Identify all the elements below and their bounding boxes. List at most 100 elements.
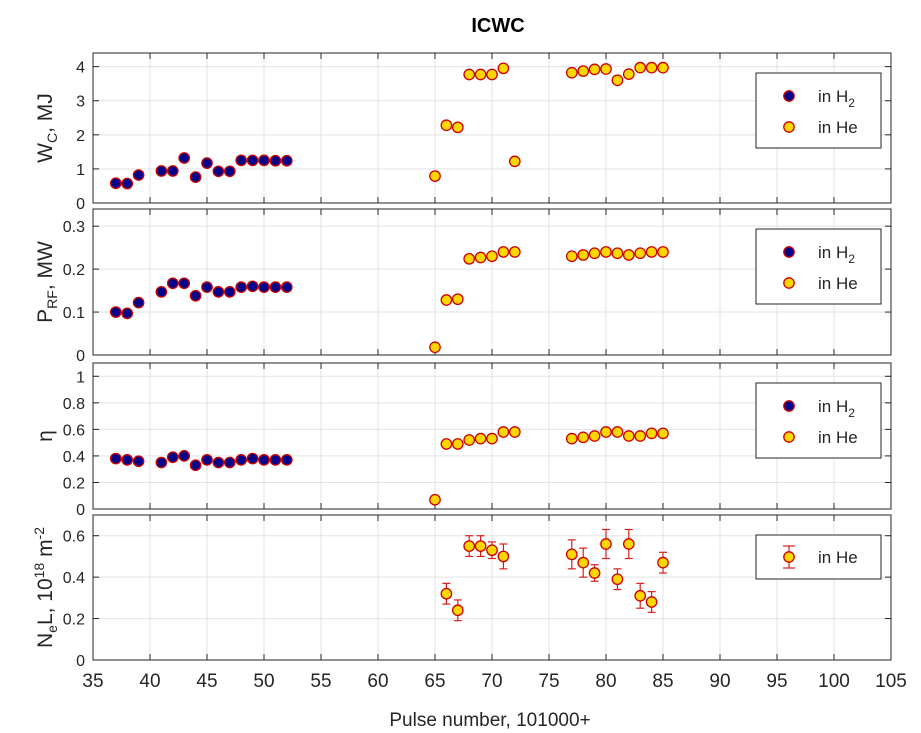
data-point (486, 68, 498, 81)
data-point (622, 430, 635, 442)
data-point (212, 286, 225, 298)
legend-label-part: in He (818, 548, 858, 567)
x-tick-label: 35 (82, 671, 103, 692)
y-axis-label-part: RF (44, 290, 60, 309)
data-point (189, 289, 202, 302)
y-tick-label: 0 (76, 196, 85, 213)
data-point (212, 456, 225, 469)
y-tick-label: 0.4 (63, 449, 85, 466)
y-tick-label: 0 (76, 502, 85, 519)
data-point (189, 171, 202, 183)
data-point (474, 251, 487, 264)
x-tick-label: 65 (424, 671, 445, 692)
data-point (166, 451, 179, 464)
data-point (463, 68, 476, 81)
data-point (223, 165, 236, 178)
data-point (109, 177, 122, 190)
data-point (657, 556, 669, 569)
legend-label-part: in H (818, 397, 848, 416)
data-point (280, 454, 293, 466)
data-point (645, 427, 658, 440)
data-point (109, 306, 122, 318)
y-axis-label: η (34, 430, 57, 442)
data-point (474, 432, 487, 445)
data-point (223, 456, 236, 469)
data-point (497, 426, 510, 438)
data-point (463, 434, 476, 446)
x-tick-label: 95 (766, 671, 787, 692)
data-point (155, 286, 168, 298)
data-point (280, 154, 293, 167)
data-point (440, 294, 453, 306)
data-point (451, 121, 464, 134)
data-point (451, 438, 464, 450)
data-point (269, 454, 282, 466)
y-tick-label: 1 (76, 162, 85, 179)
legend-label-part: 2 (848, 406, 855, 420)
y-tick-label: 0.6 (63, 422, 85, 439)
data-point (155, 165, 168, 177)
y-axis-label: PRF, MW (34, 241, 60, 323)
data-point (258, 454, 270, 466)
x-tick-label: 105 (875, 671, 907, 692)
data-point (246, 452, 259, 465)
x-tick-label: 50 (253, 671, 274, 692)
legend-label-part: in H (818, 243, 848, 262)
data-point (258, 154, 270, 167)
data-point (474, 540, 487, 552)
data-point (600, 426, 612, 438)
data-point (235, 454, 248, 466)
x-tick-label: 45 (196, 671, 217, 692)
data-point (132, 455, 145, 468)
data-point (508, 155, 521, 168)
data-point (657, 61, 669, 74)
data-point (189, 459, 202, 472)
y-axis-label-part: N (34, 633, 57, 648)
panel-4: 0 0.2 0.4 0.6 35 40 45 50 55 60 65 70 75 80 85 90 95 100 1… (31, 514, 907, 692)
data-point (132, 296, 145, 309)
x-tick-label: 100 (818, 671, 850, 692)
data-point (588, 567, 601, 579)
legend-label-part: in He (818, 118, 858, 137)
data-point (622, 538, 635, 550)
y-axis-label-part: 18 (31, 563, 47, 579)
data-point (440, 119, 453, 132)
data-point (508, 426, 521, 438)
legend-label: in He (818, 548, 858, 567)
data-point (611, 247, 624, 260)
data-point (474, 68, 487, 81)
data-point (463, 540, 476, 552)
y-tick-label: 0.4 (63, 570, 85, 587)
x-tick-label: 90 (709, 671, 730, 692)
data-point (600, 246, 612, 258)
data-point (178, 152, 191, 164)
data-point (657, 427, 669, 440)
legend-marker (783, 400, 795, 412)
legend-label-part: in He (818, 274, 858, 293)
data-point (565, 250, 578, 263)
data-point (280, 281, 293, 294)
panel-3: 0 0.2 0.4 0.6 0.8 1 η in H2 in He (34, 362, 892, 519)
data-point (645, 596, 658, 608)
data-point (657, 246, 669, 258)
legend-marker (783, 277, 795, 289)
legend-label: in H2 (818, 397, 855, 420)
data-point (622, 68, 635, 80)
data-point (246, 280, 259, 293)
data-point (600, 63, 612, 75)
data-point (497, 246, 510, 258)
data-point (463, 252, 476, 265)
data-point (588, 430, 601, 442)
data-point (611, 426, 624, 438)
y-tick-label: 0.1 (63, 305, 85, 322)
data-point (565, 548, 578, 561)
data-point (223, 286, 236, 298)
legend-box (755, 534, 882, 580)
legend-label-part: 2 (848, 96, 855, 110)
data-point (440, 587, 453, 600)
data-point (246, 154, 259, 167)
data-point (577, 431, 590, 444)
chart-title: ICWC (471, 15, 524, 37)
